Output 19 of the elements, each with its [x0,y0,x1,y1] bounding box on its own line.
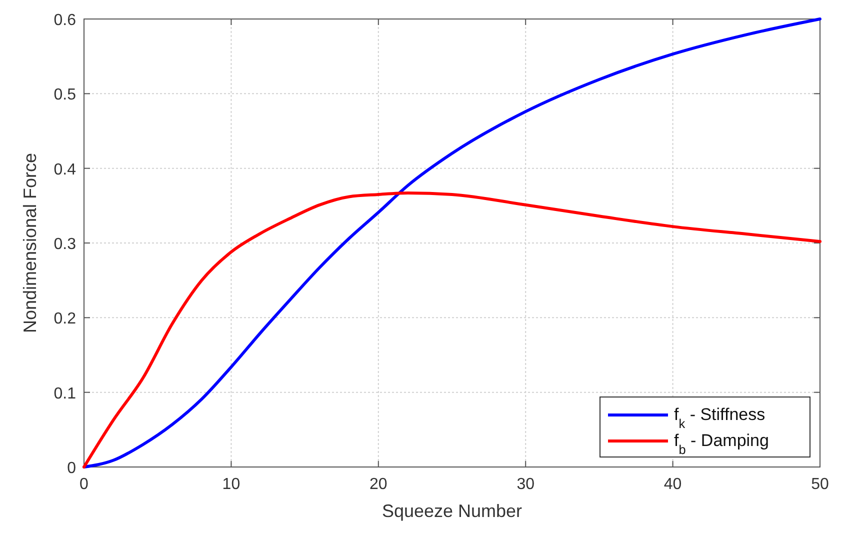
y-tick-label: 0.5 [54,86,76,104]
y-tick-label: 0.3 [54,236,76,253]
line-series [82,191,822,468]
y-tick-label: 0.2 [54,310,76,328]
x-tick-label: 40 [664,476,682,493]
line-series [82,18,822,468]
y-tick-label: 0.4 [54,161,76,178]
x-tick-label: 20 [370,476,388,493]
x-tick-label: 30 [516,476,535,493]
x-tick-label: 10 [222,476,240,493]
legend-label: f$_{k}$ - Stiffness [674,405,766,430]
x-axis-title: Squeeze Number [382,501,522,521]
x-tick-label: 0 [80,476,89,493]
y-axis-title: Nondimensional Force [20,152,40,334]
y-tick-label: 0.6 [54,12,76,29]
y-tick-label: 0 [67,460,76,477]
y-tick-label: 0.1 [54,385,76,402]
legend-label: f$_{b}$ - Damping [674,431,769,456]
x-tick-label: 50 [811,476,829,493]
